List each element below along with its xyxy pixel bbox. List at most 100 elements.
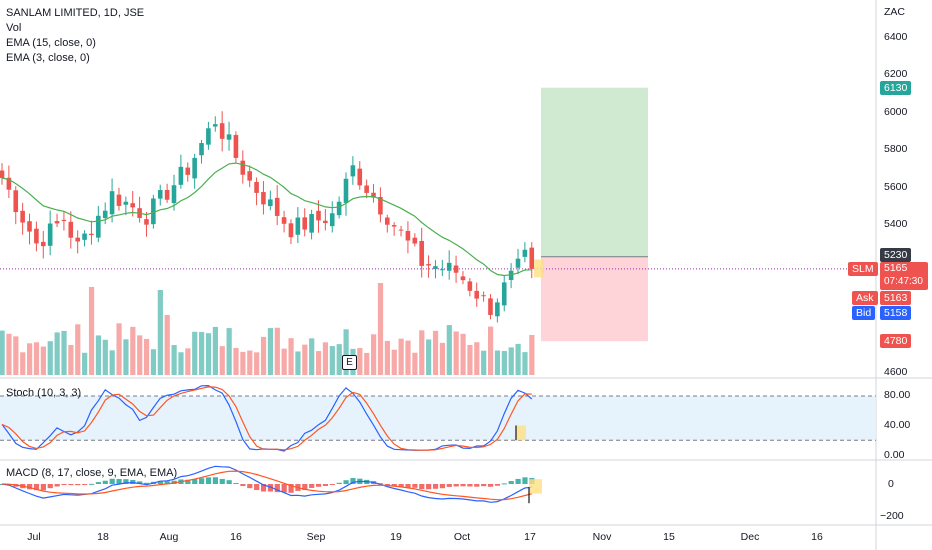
macd-tick: 0 (888, 478, 894, 490)
macd-hist-bar (102, 480, 108, 484)
candle-body (254, 181, 259, 193)
volume-bar (260, 336, 267, 375)
legend-ema-15[interactable]: EMA (15, close, 0) (6, 37, 96, 49)
macd-hist-bar (226, 480, 232, 484)
volume-bar (288, 338, 294, 375)
volume-bar (123, 339, 129, 375)
candle-body (164, 189, 170, 200)
macd-hist-bar (336, 482, 342, 484)
macd-hist-bar (343, 480, 349, 484)
macd-hist-bar (247, 484, 253, 489)
volume-bar (150, 349, 157, 375)
macd-hist-bar (329, 484, 335, 485)
stoch-tick: 40.00 (884, 419, 911, 431)
candle-body (391, 225, 397, 227)
macd-hist-bar (302, 484, 308, 491)
candle-body (446, 262, 452, 271)
legend-ema-3[interactable]: EMA (3, close, 0) (6, 52, 90, 64)
macd-hist-bar (240, 484, 246, 487)
candle-body (240, 160, 246, 175)
volume-bar (116, 323, 122, 375)
macd-hist-bar (487, 484, 494, 487)
x-tick: 19 (390, 531, 402, 543)
volume-bar (27, 343, 33, 375)
volume-bar (157, 290, 163, 375)
target-zone (541, 87, 648, 257)
volume-bar (460, 333, 466, 375)
symbol-tag: SLM (848, 262, 878, 276)
candle-body (474, 290, 480, 299)
candle-body (185, 167, 191, 175)
volume-bar (0, 330, 5, 375)
candle-body (316, 210, 321, 221)
macd-hist-bar (61, 484, 67, 486)
macd-hist-bar (426, 484, 432, 490)
ask-price: 5163 (880, 291, 912, 305)
macd-hist-bar (254, 484, 260, 491)
volume-bar (226, 328, 232, 375)
candle-body (268, 199, 273, 207)
symbol-title[interactable]: SANLAM LIMITED, 1D, JSE (6, 7, 145, 19)
candle-body (357, 168, 363, 186)
volume-bar (432, 330, 439, 375)
macd-hist-bar (233, 483, 239, 485)
macd-label[interactable]: MACD (8, 17, close, 9, EMA, EMA) (6, 467, 178, 479)
macd-hist-bar (137, 481, 143, 484)
macd-hist-bar (432, 484, 439, 489)
stoch-highlight (516, 425, 526, 441)
candle-body (453, 265, 459, 273)
macd-hist-bar (82, 484, 88, 485)
plot-background (0, 0, 876, 525)
volume-bars (0, 283, 535, 375)
volume-bar (274, 327, 280, 375)
x-tick: Jul (27, 531, 41, 543)
candle-body (364, 185, 369, 193)
volume-bar (219, 346, 225, 375)
earnings-marker[interactable]: E (342, 355, 357, 370)
candle-body (123, 201, 129, 205)
volume-bar (75, 324, 81, 375)
macd-hist-bar (40, 484, 46, 491)
candle-body (13, 190, 19, 213)
volume-bar (405, 340, 411, 375)
volume-bar (467, 344, 473, 375)
macd-hist-bar (419, 484, 425, 490)
macd-hist-bar (494, 484, 501, 486)
macd-signal-line (1, 470, 532, 501)
volume-bar (309, 338, 315, 375)
candle-body (151, 198, 156, 225)
macd-hist-bar (68, 484, 74, 486)
candle-body (6, 177, 12, 190)
volume-bar (501, 350, 507, 375)
x-tick: Nov (592, 531, 612, 543)
volume-bar (494, 350, 501, 375)
volume-bar (329, 346, 335, 375)
volume-bar (178, 352, 184, 375)
macd-hist-bar (267, 484, 274, 492)
macd-hist-bar (508, 481, 514, 484)
candle-body (89, 233, 94, 236)
ema-15-line (1, 162, 532, 277)
candle-body (0, 170, 5, 179)
macd-hist-bar (501, 483, 507, 485)
price-tick: 5800 (884, 143, 908, 155)
volume-bar (371, 334, 377, 375)
candle-body (288, 223, 294, 238)
candle-body (247, 171, 252, 181)
volume-bar (40, 346, 46, 375)
stoch-tick: 0.00 (884, 449, 905, 461)
macd-hist-bar (481, 484, 487, 487)
macd-hist-bar (405, 484, 411, 488)
volume-bar (522, 352, 528, 375)
candle-body (192, 157, 197, 179)
candle-body (27, 221, 32, 232)
candle-body (102, 210, 108, 219)
macd-hist-bar (109, 478, 115, 484)
stoch-label[interactable]: Stoch (10, 3, 3) (6, 387, 82, 399)
last-price: 5165 (884, 262, 908, 274)
legend-volume[interactable]: Vol (6, 22, 22, 34)
candle-body (219, 123, 225, 139)
target-price-tag: 6130 (880, 81, 912, 95)
macd-hist-bar (522, 477, 528, 484)
